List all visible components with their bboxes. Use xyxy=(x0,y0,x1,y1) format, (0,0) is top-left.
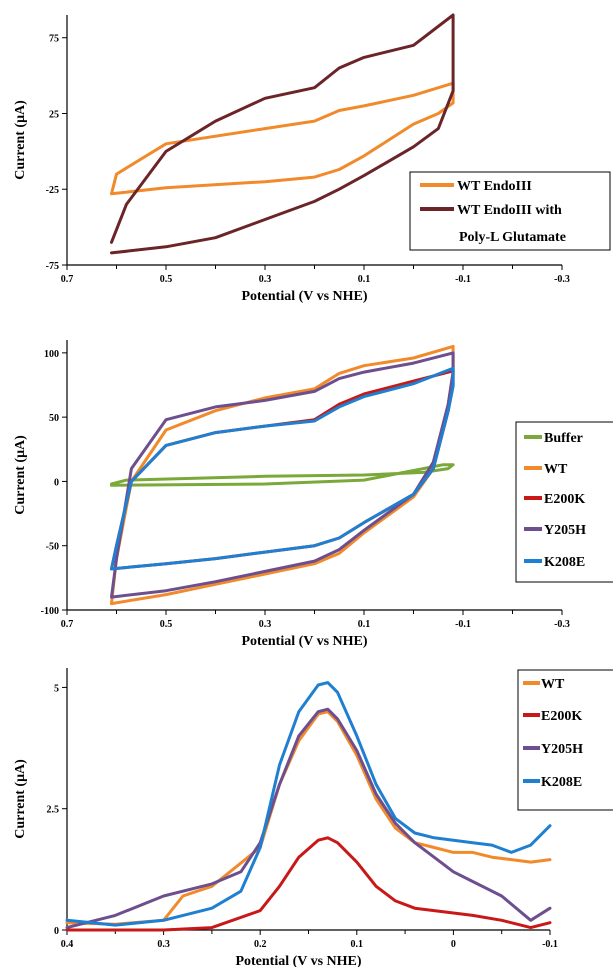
x-tick-label: -0.3 xyxy=(554,274,570,285)
x-tick-label: 0.4 xyxy=(61,939,74,950)
legend-label: WT xyxy=(541,677,565,692)
x-tick-label: 0.1 xyxy=(358,619,371,630)
legend-label: Buffer xyxy=(544,431,583,446)
x-tick-label: 0 xyxy=(451,939,456,950)
x-tick-label: 0.1 xyxy=(358,274,371,285)
legend-label: K208E xyxy=(541,775,582,790)
series-line-y205h xyxy=(110,351,455,599)
x-tick-label: 0.3 xyxy=(259,619,272,630)
y-tick-label: -25 xyxy=(46,185,59,196)
legend-label: WT EndoIII xyxy=(457,179,532,194)
series-line-k208e xyxy=(110,366,455,571)
x-tick-label: 0.3 xyxy=(259,274,272,285)
x-tick-label: 0.3 xyxy=(157,939,170,950)
x-tick-label: 0.7 xyxy=(61,274,74,285)
legend-box xyxy=(515,421,613,583)
y-axis-title: Current (μA) xyxy=(13,435,28,515)
series-line-wt xyxy=(65,710,552,926)
series-line-y205h xyxy=(65,707,552,930)
x-axis-title: Potential (V vs NHE) xyxy=(235,954,361,967)
y-tick-label: 50 xyxy=(49,413,59,424)
y-tick-label: -50 xyxy=(46,542,59,553)
legend-label: E200K xyxy=(541,709,582,724)
x-tick-label: -0.1 xyxy=(455,274,471,285)
y-tick-label: 25 xyxy=(49,109,59,120)
y-tick-label: 0 xyxy=(54,926,59,937)
x-tick-label: -0.1 xyxy=(542,939,558,950)
x-tick-label: 0.7 xyxy=(61,619,74,630)
legend-box xyxy=(517,669,613,811)
y-tick-label: 2.5 xyxy=(47,805,60,816)
y-axis-title: Current (μA) xyxy=(13,100,28,180)
x-tick-label: 0.1 xyxy=(351,939,364,950)
series-line-wt-endoiii-with-poly-l-glutamate xyxy=(110,13,455,255)
x-axis-title: Potential (V vs NHE) xyxy=(241,289,367,304)
y-tick-label: 5 xyxy=(54,683,59,694)
chart-panel-1: 0.7 0.5 0.3 0.1 -0.1 -0.3 75 25 -25 -75 Potential … xyxy=(13,13,611,304)
legend-label: Y205H xyxy=(544,523,586,538)
y-tick-label: -100 xyxy=(41,606,59,617)
y-axis-title: Current (μA) xyxy=(13,759,28,839)
chart-panel-2: 0.7 0.5 0.3 0.1 -0.1 -0.3 100 50 0 -50 -100 Potenti… xyxy=(13,340,613,649)
x-axis-title: Potential (V vs NHE) xyxy=(241,634,367,649)
series-line-wt-endoiii xyxy=(110,81,455,196)
y-tick-label: 75 xyxy=(49,34,59,45)
legend-label: Poly-L Glutamate xyxy=(459,230,566,245)
series-line-buffer xyxy=(110,463,455,487)
series-line-k208e xyxy=(65,681,552,927)
legend-label: E200K xyxy=(544,492,585,507)
legend-label: WT EndoIII with xyxy=(457,203,562,218)
y-tick-label: 0 xyxy=(54,477,59,488)
y-tick-label: -75 xyxy=(46,261,59,272)
legend-label: Y205H xyxy=(541,742,583,757)
x-tick-label: -0.3 xyxy=(554,619,570,630)
x-tick-label: 0.5 xyxy=(160,274,173,285)
x-tick-label: 0.2 xyxy=(254,939,267,950)
series-line-e200k xyxy=(110,369,455,571)
y-tick-label: 100 xyxy=(44,349,59,360)
x-tick-label: -0.1 xyxy=(455,619,471,630)
x-tick-label: 0.5 xyxy=(160,619,173,630)
legend-label: K208E xyxy=(544,555,585,570)
series-line-e200k xyxy=(65,836,552,932)
chart-panel-3: 0.4 0.3 0.2 0.1 0 -0.1 5 2.5 0 Potential (V vs NH… xyxy=(13,668,613,967)
legend-label: WT xyxy=(544,462,568,477)
